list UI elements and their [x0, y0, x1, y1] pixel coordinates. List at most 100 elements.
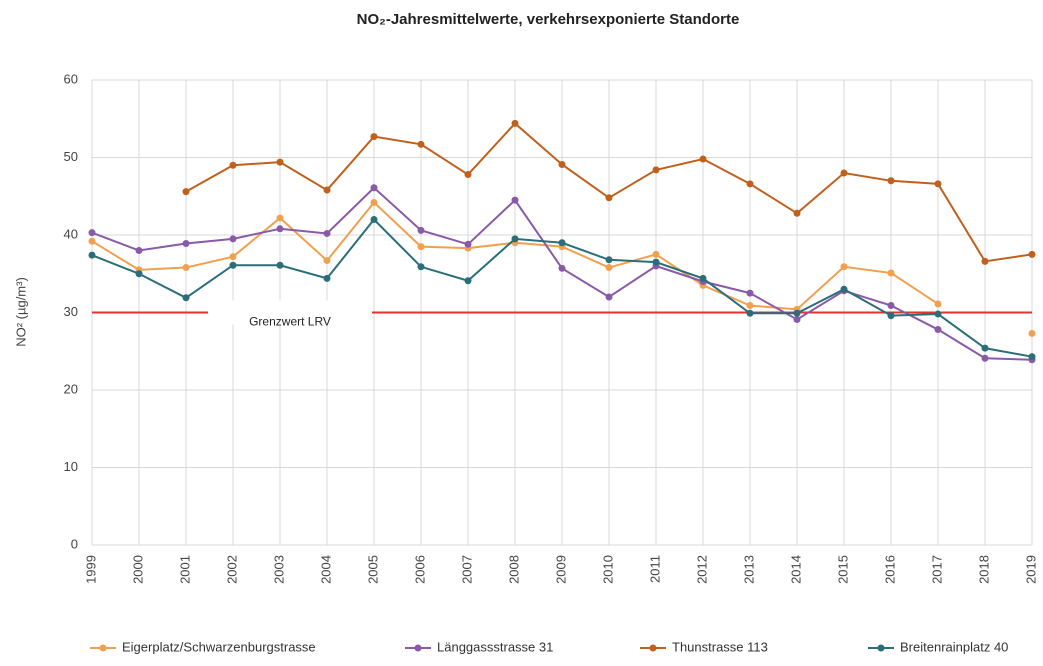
point: [323, 257, 331, 265]
point: [652, 258, 660, 266]
point: [182, 264, 190, 272]
point: [558, 239, 566, 247]
point: [887, 269, 895, 277]
y-tick-label: 60: [64, 71, 78, 86]
point: [840, 263, 848, 271]
point: [746, 309, 754, 317]
x-tick-label: 2019: [1023, 555, 1038, 584]
point: [746, 289, 754, 297]
point: [746, 302, 754, 310]
x-tick-label: 2005: [365, 555, 380, 584]
point: [464, 240, 472, 248]
limit-label-bg: [208, 300, 372, 325]
x-tick-label: 2000: [130, 555, 145, 584]
legend-label: Eigerplatz/Schwarzenburgstrasse: [122, 639, 316, 654]
point: [1028, 250, 1036, 258]
point: [652, 250, 660, 258]
series: [88, 216, 1036, 361]
point: [417, 140, 425, 148]
point: [182, 188, 190, 196]
chart-title: NO₂-Jahresmittelwerte, verkehrsexponiert…: [357, 11, 740, 28]
point: [182, 294, 190, 302]
x-tick-label: 1999: [83, 555, 98, 584]
point: [276, 214, 284, 222]
point: [605, 194, 613, 202]
x-tick-label: 2004: [318, 555, 333, 584]
point: [135, 270, 143, 278]
legend-label: Länggassstrasse 31: [437, 639, 553, 654]
point: [511, 235, 519, 243]
point: [699, 274, 707, 282]
point: [229, 261, 237, 269]
point: [464, 171, 472, 179]
point: [417, 226, 425, 234]
y-tick-label: 30: [64, 304, 78, 319]
point: [511, 196, 519, 204]
point: [88, 237, 96, 245]
point: [934, 300, 942, 308]
point: [323, 186, 331, 194]
point: [370, 184, 378, 192]
x-tick-label: 2009: [553, 555, 568, 584]
point: [887, 312, 895, 320]
point: [981, 257, 989, 265]
point: [1028, 353, 1036, 361]
point: [934, 310, 942, 318]
point: [558, 160, 566, 168]
point: [934, 326, 942, 334]
series: [88, 184, 1036, 364]
x-tick-label: 2012: [694, 555, 709, 584]
point: [276, 261, 284, 269]
x-tick-label: 2011: [647, 555, 662, 583]
series: [89, 199, 1036, 337]
x-tick-label: 2017: [929, 555, 944, 584]
y-tick-label: 40: [64, 226, 78, 241]
limit-label: Grenzwert LRV: [249, 315, 331, 329]
x-tick-label: 2008: [506, 555, 521, 584]
x-tick-label: 2013: [741, 555, 756, 584]
point: [793, 309, 801, 317]
point: [558, 264, 566, 272]
x-tick-label: 2016: [882, 555, 897, 584]
x-tick-label: 2006: [412, 555, 427, 584]
point: [605, 256, 613, 264]
point: [605, 264, 613, 272]
point: [323, 229, 331, 237]
x-tick-label: 2007: [459, 555, 474, 584]
point: [840, 285, 848, 293]
point: [464, 277, 472, 285]
point: [652, 166, 660, 174]
legend-marker: [877, 644, 885, 652]
point: [840, 169, 848, 177]
point: [746, 180, 754, 188]
point: [276, 158, 284, 166]
x-tick-label: 2014: [788, 555, 803, 584]
legend-marker: [649, 644, 657, 652]
point: [323, 274, 331, 282]
legend-marker: [414, 644, 422, 652]
point: [887, 302, 895, 310]
x-tick-label: 2002: [224, 555, 239, 584]
point: [887, 177, 895, 185]
point: [229, 253, 237, 261]
x-tick-label: 2018: [976, 555, 991, 584]
x-tick-label: 2003: [271, 555, 286, 584]
point: [88, 229, 96, 237]
y-axis-label: NO² (µg/m³): [13, 277, 28, 347]
point: [1028, 329, 1036, 337]
point: [793, 209, 801, 217]
legend-label: Thunstrasse 113: [672, 639, 768, 654]
point: [229, 235, 237, 243]
x-tick-label: 2015: [835, 555, 850, 584]
y-tick-label: 10: [64, 459, 78, 474]
point: [699, 155, 707, 163]
point: [370, 216, 378, 223]
legend-label: Breitenrainplatz 40: [900, 639, 1008, 654]
y-tick-label: 20: [64, 381, 78, 396]
point: [793, 315, 801, 323]
point: [370, 198, 378, 206]
y-tick-label: 0: [71, 536, 78, 551]
point: [135, 247, 143, 254]
legend-marker: [99, 644, 107, 652]
point: [981, 354, 989, 362]
